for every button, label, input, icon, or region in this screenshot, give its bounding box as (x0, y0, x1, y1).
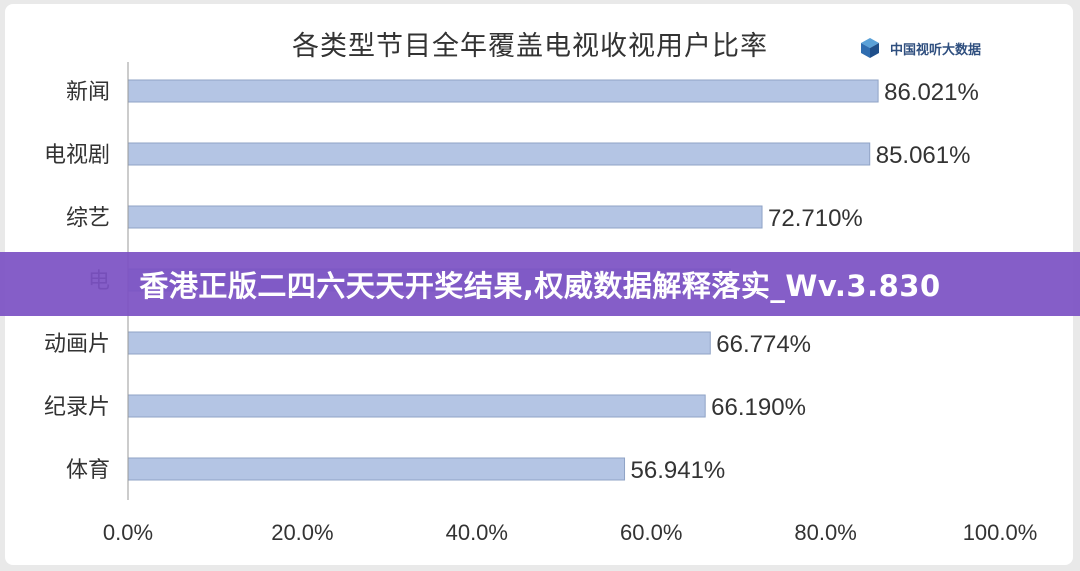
bar-value-label: 86.021% (884, 79, 979, 106)
x-tick-60-0: 60.0% (620, 520, 682, 545)
chart-title: 各类型节目全年覆盖电视收视用户比率 (292, 31, 768, 62)
category-label: 电视剧 (44, 143, 110, 168)
category-label: 纪录片 (44, 395, 110, 420)
bar-value-label: 56.941% (631, 457, 726, 484)
x-tick-100-0: 100.0% (963, 520, 1038, 545)
bar-6 (127, 394, 706, 418)
bar-2 (127, 142, 871, 166)
cube-logo-icon (861, 38, 879, 58)
brand-logo: 中国视听大数据 (858, 36, 981, 60)
overlay-banner-text: 香港正版二四六天天开奖结果,权威数据解释落实_Wv.3.830 (139, 269, 941, 303)
bar-1 (127, 79, 879, 103)
overlay-banner: 香港正版二四六天天开奖结果,权威数据解释落实_Wv.3.830 (0, 252, 1080, 316)
bar-7 (127, 457, 626, 481)
bar-value-label: 66.190% (711, 394, 806, 421)
x-tick-0-0: 0.0% (103, 520, 153, 545)
bar-value-label: 72.710% (768, 205, 863, 232)
bar-value-label: 66.774% (716, 331, 811, 358)
category-label: 综艺 (66, 206, 110, 231)
bar-5 (127, 331, 711, 355)
category-label: 新闻 (66, 80, 110, 105)
category-label: 体育 (66, 458, 110, 483)
brand-label: 中国视听大数据 (890, 42, 982, 58)
x-tick-40-0: 40.0% (446, 520, 508, 545)
x-tick-80-0: 80.0% (794, 520, 856, 545)
category-label: 动画片 (44, 332, 110, 357)
bar-value-label: 85.061% (876, 142, 971, 169)
bar-3 (127, 205, 763, 229)
x-tick-20-0: 20.0% (271, 520, 333, 545)
